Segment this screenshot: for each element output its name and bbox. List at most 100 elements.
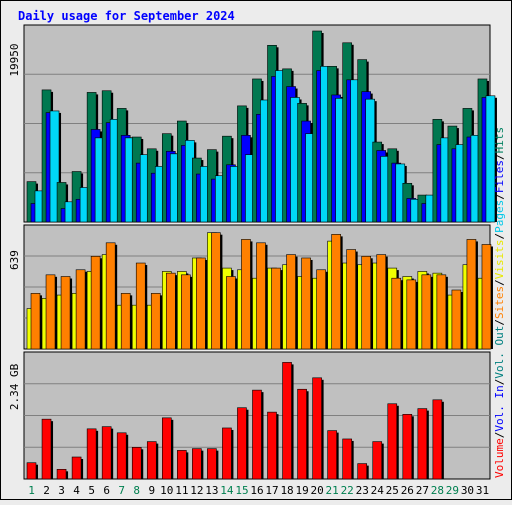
bar-sites-day-24 [376,254,387,350]
bar-volume-day-2 [41,418,52,480]
legend-entry: Files [493,160,506,193]
bar-pages-day-2 [49,110,60,223]
legend-entry: / [493,153,506,160]
bar-volume-day-25 [387,403,398,480]
day-label-26: 26 [401,484,414,497]
day-label-3: 3 [58,484,65,497]
bar-volume-day-23 [357,463,368,480]
bar-sites-day-11 [181,274,191,350]
bar-sites-day-6 [105,242,116,350]
day-label-28: 28 [431,484,444,497]
bar-sites-day-20 [316,269,326,350]
bar-volume-day-6 [101,426,112,480]
day-label-2: 2 [43,484,50,497]
bar-sites-day-25 [391,277,402,350]
bar-volume-day-4 [71,456,82,480]
bar-volume-day-16 [252,389,262,480]
bar-sites-day-21 [331,234,341,350]
day-label-1: 1 [28,484,35,497]
bar-sites-day-31 [481,244,492,350]
legend-entry: / [493,379,506,386]
bar-volume-day-7 [116,432,127,480]
bar-sites-day-19 [301,257,311,350]
day-label-8: 8 [133,484,140,497]
visits-sites-panel-max-label: 639 [8,250,21,270]
day-label-13: 13 [205,484,218,497]
bar-sites-day-18 [286,254,296,350]
bar-sites-day-3 [60,276,71,350]
day-label-9: 9 [148,484,155,497]
bar-volume-day-21 [327,430,337,480]
legend-entry: / [493,432,506,439]
bar-sites-day-15 [241,239,251,350]
day-label-23: 23 [356,484,369,497]
bar-volume-day-14 [222,427,232,480]
day-label-15: 15 [235,484,248,497]
bar-volume-day-15 [237,407,247,480]
bar-sites-day-5 [90,255,101,350]
day-label-24: 24 [371,484,385,497]
bar-volume-day-5 [86,428,97,480]
bar-sites-day-10 [165,272,176,350]
bar-sites-day-30 [466,239,477,350]
legend-entry: / [493,279,506,286]
bar-volume-day-20 [312,377,322,480]
bar-volume-day-12 [192,448,202,480]
bar-volume-day-22 [342,438,352,480]
day-label-5: 5 [88,484,95,497]
day-label-6: 6 [103,484,110,497]
bar-volume-day-28 [432,399,443,480]
bar-sites-day-17 [271,267,281,350]
legend-entry: Sites [493,286,506,319]
bar-sites-day-14 [226,276,236,350]
legend-entry: Visits [493,240,506,280]
chart-title: Daily usage for September 2024 [18,9,235,23]
day-label-10: 10 [160,484,173,497]
bar-sites-day-27 [421,274,432,350]
bar-sites-day-2 [45,274,56,350]
hits-files-pages-panel-max-label: 19950 [8,43,21,76]
bar-volume-day-10 [161,417,172,480]
day-label-22: 22 [341,484,354,497]
bar-volume-day-11 [177,450,187,480]
volume-panel-max-label: 2.34 GB [8,363,21,410]
legend-entry: / [493,233,506,240]
legend-entry: Hits [493,127,506,154]
bar-volume-day-8 [131,447,142,480]
bar-sites-day-23 [361,255,372,350]
right-legend: Volume/Vol. In/Vol. Out/Sites/Visits/Pag… [493,127,506,478]
bar-volume-day-27 [417,408,428,480]
day-label-18: 18 [280,484,293,497]
legend-entry: Volume [493,438,506,478]
bar-sites-day-22 [346,249,356,350]
legend-entry: Pages [493,200,506,233]
day-label-29: 29 [446,484,459,497]
day-label-14: 14 [220,484,234,497]
day-label-11: 11 [175,484,188,497]
bar-sites-day-29 [451,289,462,350]
day-label-12: 12 [190,484,203,497]
day-label-20: 20 [311,484,324,497]
bar-volume-day-3 [56,469,67,480]
bar-volume-day-9 [146,441,157,480]
day-label-30: 30 [461,484,474,497]
bar-volume-day-1 [26,462,37,480]
day-label-7: 7 [118,484,125,497]
bar-sites-day-28 [436,274,447,350]
bar-sites-day-16 [256,242,266,350]
day-label-31: 31 [476,484,489,497]
bar-sites-day-8 [135,262,146,350]
bar-sites-day-7 [120,293,131,350]
bar-volume-day-18 [282,362,292,480]
bar-volume-day-24 [372,441,383,480]
day-label-27: 27 [416,484,429,497]
legend-entry: / [493,319,506,326]
day-label-19: 19 [295,484,308,497]
legend-entry: / [493,193,506,200]
bar-sites-day-12 [196,257,206,350]
bar-volume-day-19 [297,388,307,480]
day-label-17: 17 [265,484,278,497]
bar-volume-day-17 [267,411,277,480]
